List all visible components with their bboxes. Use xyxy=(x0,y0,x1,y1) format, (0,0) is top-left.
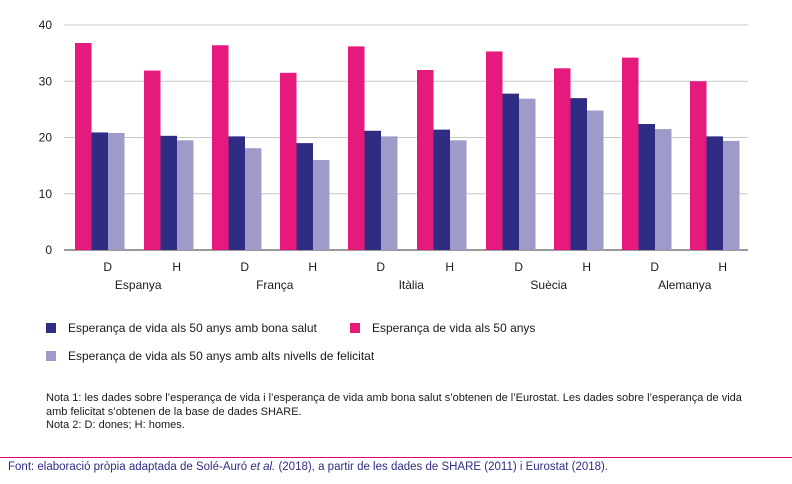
bar xyxy=(108,133,125,250)
bar xyxy=(486,51,503,250)
bar xyxy=(502,93,519,250)
country-label: Suècia xyxy=(530,278,567,292)
bar-chart: 0 10 20 30 40 D H D H D H D H D H Espanya França Itàlia Su… xyxy=(39,18,748,292)
bar xyxy=(570,98,587,250)
country-label: Alemanya xyxy=(658,278,712,292)
bar xyxy=(638,124,655,250)
note-2: Nota 2: D: dones; H: homes. xyxy=(46,419,185,431)
x-tick-label: D xyxy=(514,260,523,274)
legend-swatch xyxy=(46,323,56,333)
x-tick-label: D xyxy=(376,260,385,274)
bar xyxy=(144,70,161,250)
x-tick-label: H xyxy=(172,260,181,274)
y-tick-label: 0 xyxy=(45,243,52,257)
source-line: Font: elaboració pròpia adaptada de Solé… xyxy=(8,461,608,473)
bar xyxy=(690,81,707,250)
x-tick-label: H xyxy=(308,260,317,274)
bar xyxy=(622,57,639,250)
y-tick-label: 10 xyxy=(39,187,53,201)
bar xyxy=(177,140,194,250)
x-tick-label: H xyxy=(718,260,727,274)
x-tick-label: H xyxy=(582,260,591,274)
bar xyxy=(160,135,177,250)
note-1: Nota 1: les dades sobre l’esperança de v… xyxy=(46,392,742,418)
legend-label: Esperança de vida als 50 anys amb bona s… xyxy=(68,321,317,335)
bar xyxy=(706,136,723,250)
bar xyxy=(280,72,297,250)
bar xyxy=(212,45,229,250)
x-tick-label: D xyxy=(650,260,659,274)
bar xyxy=(519,98,536,250)
country-label: Itàlia xyxy=(399,278,425,292)
bar xyxy=(296,143,313,250)
source-suffix: (2018), a partir de les dades de SHARE (… xyxy=(275,461,609,473)
y-tick-label: 20 xyxy=(39,131,53,145)
bar xyxy=(348,46,365,250)
bar xyxy=(381,136,398,250)
legend-swatch xyxy=(350,323,360,333)
source-divider xyxy=(0,457,792,458)
legend-item-life-expectancy: Esperança de vida als 50 anys xyxy=(350,321,535,335)
legend-item-healthy: Esperança de vida als 50 anys amb bona s… xyxy=(46,321,317,335)
legend-item-happiness: Esperança de vida als 50 anys amb alts n… xyxy=(46,349,374,363)
source-prefix: Font: elaboració pròpia adaptada de Solé… xyxy=(8,461,251,473)
bar xyxy=(245,148,262,250)
legend-label: Esperança de vida als 50 anys amb alts n… xyxy=(68,349,375,363)
x-tick-label: D xyxy=(240,260,249,274)
chart-notes: Nota 1: les dades sobre l’esperança de v… xyxy=(46,392,746,433)
bar xyxy=(655,129,672,250)
legend-swatch xyxy=(46,351,56,361)
country-label: Espanya xyxy=(115,278,162,292)
source-etal: et al. xyxy=(250,461,276,473)
x-tick-label: H xyxy=(445,260,454,274)
legend-label: Esperança de vida als 50 anys xyxy=(372,321,536,335)
bar xyxy=(433,129,450,250)
bar xyxy=(91,132,108,250)
x-tick-label: D xyxy=(103,260,112,274)
y-tick-label: 30 xyxy=(39,74,53,88)
bar xyxy=(75,43,92,250)
bar xyxy=(364,130,381,250)
bar xyxy=(417,70,434,250)
bar xyxy=(554,68,571,250)
bar xyxy=(587,110,604,250)
bar xyxy=(723,140,740,250)
bar xyxy=(313,160,330,250)
bar xyxy=(450,140,467,250)
bar xyxy=(228,136,245,250)
country-label: França xyxy=(256,278,294,292)
y-tick-label: 40 xyxy=(39,18,53,32)
